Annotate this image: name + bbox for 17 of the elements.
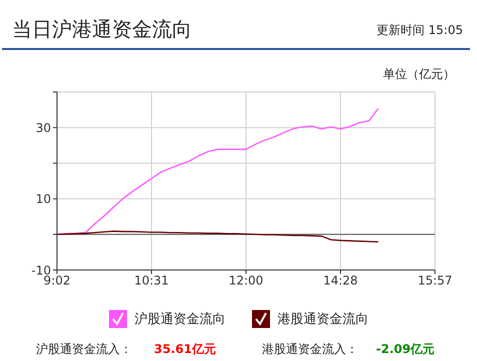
x-tick-label: 12:00 [228, 274, 264, 288]
text: 35.61亿元 [154, 342, 216, 356]
text: 沪股通资金流入： [36, 342, 132, 356]
x-tick-label: 10:31 [134, 274, 169, 288]
x-tick-label: 14:28 [323, 274, 358, 288]
chart-title: 当日沪港通资金流向 [12, 16, 192, 43]
legend-label: 港股通资金流向 [276, 311, 368, 328]
x-tick-label: 15:57 [418, 274, 452, 288]
text: 更新时间 15:05 [376, 22, 463, 39]
text: -2.09亿元 [376, 342, 435, 356]
text: 港股通资金流入： [262, 342, 358, 356]
y-tick-label: 30 [36, 120, 51, 135]
x-tick-label: 9:02 [44, 274, 70, 288]
line-series [57, 230, 379, 243]
y-axis-title: 单位（亿元） [383, 66, 455, 83]
legend-label: 沪股通资金流向 [134, 311, 226, 328]
y-tick-label: 10 [36, 192, 51, 206]
